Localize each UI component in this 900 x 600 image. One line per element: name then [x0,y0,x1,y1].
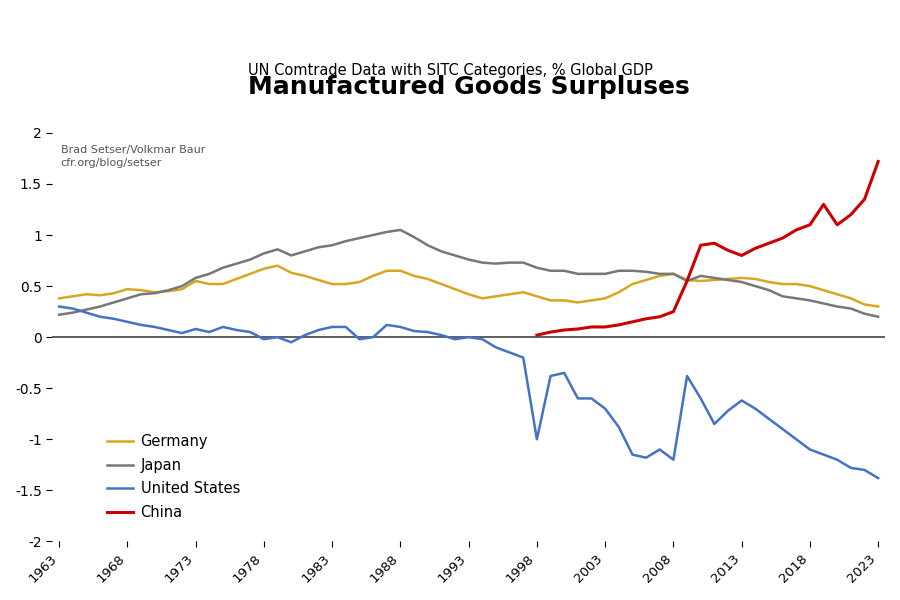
Japan [504,259,515,266]
Germany [272,262,283,269]
China [545,328,556,335]
China [763,239,774,247]
Title: Manufactured Goods Surpluses: Manufactured Goods Surpluses [248,75,689,99]
United States [763,415,774,422]
Germany [54,295,65,302]
Germany [778,280,788,287]
United States [54,303,65,310]
Line: Germany: Germany [59,266,878,307]
Germany [559,297,570,304]
United States [491,344,501,351]
Text: UN Comtrade Data with SITC Categories, % Global GDP: UN Comtrade Data with SITC Categories, %… [248,63,652,78]
United States [873,475,884,482]
Japan [559,267,570,274]
Japan [340,238,351,245]
United States [545,373,556,380]
Germany [873,303,884,310]
United States [245,328,256,335]
Line: China: China [537,161,878,335]
Japan [778,293,788,300]
Germany [218,280,229,287]
Germany [245,270,256,277]
Legend: Germany, Japan, United States, China: Germany, Japan, United States, China [101,428,246,526]
Japan [54,311,65,318]
Japan [245,256,256,263]
Japan [395,226,406,233]
Japan [873,313,884,320]
Germany [354,278,364,286]
Line: Japan: Japan [59,230,878,317]
China [873,158,884,165]
Japan [218,264,229,271]
United States [218,323,229,331]
United States [340,323,351,331]
Germany [504,290,515,298]
Text: Brad Setser/Volkmar Baur
cfr.org/blog/setser: Brad Setser/Volkmar Baur cfr.org/blog/se… [60,145,205,169]
Line: United States: United States [59,307,878,478]
